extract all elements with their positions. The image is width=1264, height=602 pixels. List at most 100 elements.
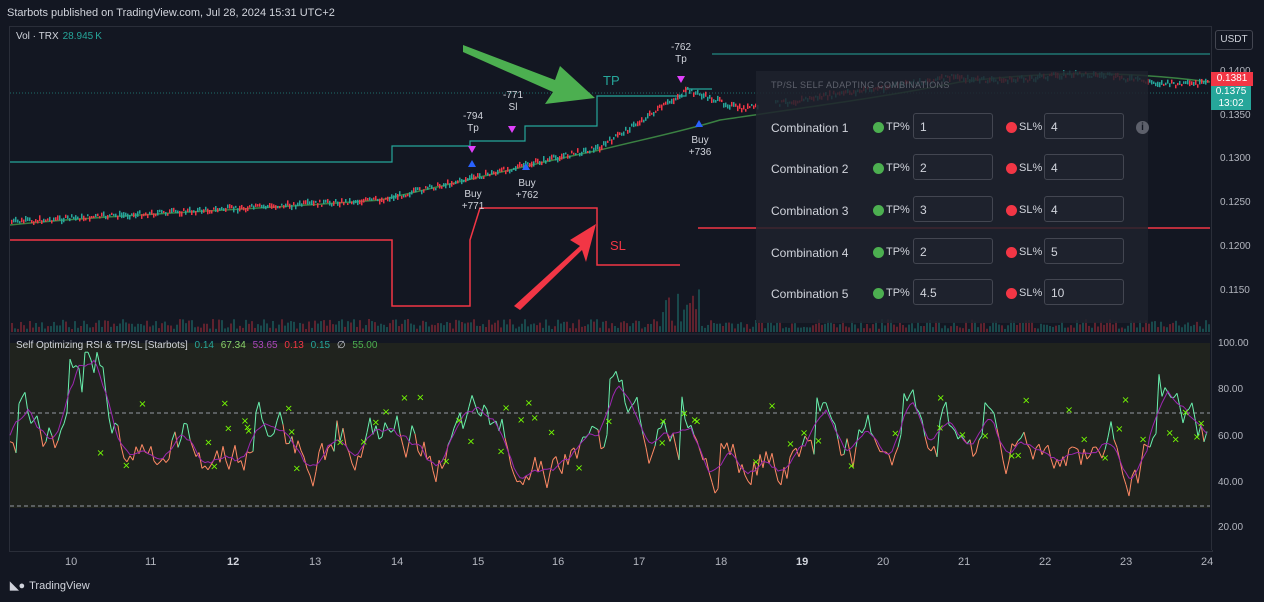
volume-bar [869,328,871,332]
tp-input[interactable]: 2 [913,238,993,264]
candle [35,219,37,223]
volume-bar [389,323,391,332]
candle [701,93,703,100]
candle [349,198,351,204]
rsi-segment [687,424,692,429]
rsi-segment [393,415,398,430]
volume-bar [1193,324,1195,332]
volume-bar [755,320,757,332]
volume-bar [1208,324,1210,332]
candle [65,214,67,218]
candle [429,184,431,188]
volume-bar [1010,320,1012,332]
rsi-segment [807,439,812,442]
candle [1203,80,1205,84]
volume-bar [932,327,934,332]
rsi-segment [855,429,860,448]
volume-bar [44,328,46,332]
footer-brand[interactable]: ◣● TradingView [10,579,90,592]
candle [139,210,141,214]
volume-bar [377,325,379,332]
tp-input[interactable]: 1 [913,113,993,139]
rsi-segment [60,423,65,431]
rsi-tick: 80.00 [1218,384,1244,395]
candle [379,198,381,205]
rsi-segment [12,442,17,454]
rsi-segment [201,465,206,469]
tp-status-icon [873,122,884,133]
rsi-segment [891,454,896,466]
volume-bar [305,328,307,332]
candle [69,218,71,222]
candle [131,213,133,216]
candle [469,175,471,181]
price-scale[interactable] [1211,26,1261,550]
volume-value: 28.945 K [62,31,102,42]
sl-input[interactable]: 10 [1044,279,1124,305]
rsi-segment [405,442,410,458]
volume-bar [221,320,223,332]
rsi-segment [249,450,254,454]
volume-bar [701,325,703,332]
tp-label: TP% [886,121,910,133]
candle [1153,81,1155,84]
volume-legend[interactable]: Vol · TRX 28.945 K [16,31,102,42]
candle [545,160,547,164]
signal-x-marker: × [659,416,667,427]
rsi-segment [939,408,944,421]
candle [251,203,253,207]
volume-bar [65,321,67,332]
candle [29,217,31,222]
volume-bar [635,320,637,332]
sl-input[interactable]: 4 [1044,196,1124,222]
rsi-segment [384,422,389,430]
candle [555,155,557,161]
volume-bar [1088,325,1090,332]
volume-bars [11,289,1210,332]
combination-label: Combination 5 [771,287,849,301]
rsi-segment [792,447,797,452]
signal-x-marker: × [575,463,583,474]
volume-bar [659,326,661,332]
currency-button[interactable]: USDT [1215,30,1253,50]
info-icon[interactable]: i [1136,121,1149,134]
volume-bar [1106,322,1108,332]
volume-bar [839,324,841,332]
volume-bar [341,319,343,332]
tp-status-icon [873,163,884,174]
volume-bar [332,324,334,332]
rsi-legend[interactable]: Self Optimizing RSI & TP/SL [Starbots] 0… [16,340,377,351]
volume-bar [359,320,361,332]
volume-bar [188,320,190,332]
sl-status-icon [1006,163,1017,174]
volume-bar [872,324,874,332]
sl-input[interactable]: 4 [1044,113,1124,139]
candle [593,147,595,153]
rsi-segment [945,401,950,426]
rsi-segment [357,455,362,458]
volume-bar [437,323,439,332]
rsi-segment [849,452,854,468]
volume-bar [671,320,673,332]
tp-input[interactable]: 2 [913,154,993,180]
price-tick: 0.1250 [1220,197,1251,208]
candle [307,198,309,205]
rsi-segment [573,447,578,459]
sl-input[interactable]: 4 [1044,154,1124,180]
combination-label: Combination 2 [771,162,849,176]
rsi-segment [483,404,488,410]
candle [711,97,713,103]
tp-input[interactable]: 4.5 [913,279,993,305]
rsi-segment [795,448,800,458]
candle [269,203,271,208]
volume-bar [14,328,16,332]
volume-bar [1205,320,1207,332]
sl-input[interactable]: 5 [1044,238,1124,264]
tp-input[interactable]: 3 [913,196,993,222]
volume-bar [650,323,652,332]
candle [533,161,535,167]
candle [1199,78,1201,85]
signal-x-marker: × [847,461,855,472]
volume-bar [317,323,319,332]
volume-bar [290,321,292,332]
